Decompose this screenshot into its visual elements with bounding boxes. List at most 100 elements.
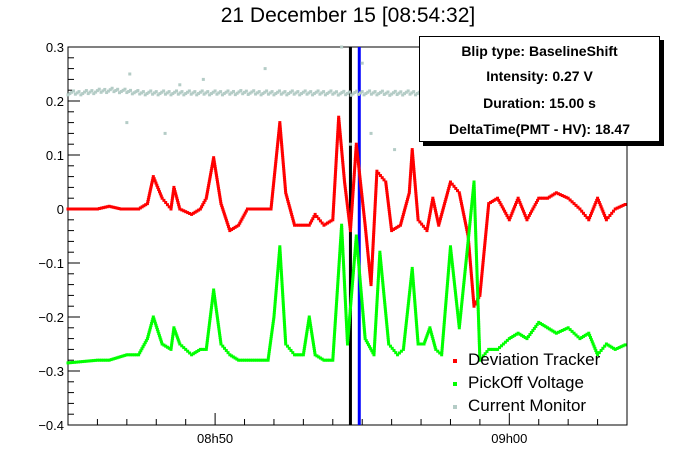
data-point	[272, 179, 276, 183]
data-point	[394, 351, 398, 355]
data-point	[595, 351, 599, 355]
data-point	[471, 289, 475, 293]
data-point	[228, 353, 232, 357]
data-point	[359, 289, 363, 293]
data-point	[343, 291, 347, 295]
data-point	[346, 331, 350, 335]
data-point	[369, 92, 373, 96]
data-point	[290, 89, 294, 93]
data-point	[267, 352, 271, 356]
data-point	[334, 312, 338, 316]
data-point	[288, 208, 292, 212]
data-point	[342, 278, 346, 282]
data-point	[207, 179, 211, 183]
data-point	[123, 87, 127, 91]
data-point	[527, 213, 531, 217]
data-point	[411, 159, 415, 163]
data-point	[311, 338, 315, 342]
data-point	[348, 312, 352, 316]
data-point	[601, 209, 605, 213]
data-point	[449, 247, 453, 251]
data-point	[272, 181, 276, 185]
data-point	[250, 358, 254, 362]
data-point	[216, 182, 220, 186]
data-point	[349, 222, 353, 226]
data-point	[334, 308, 338, 312]
data-point	[381, 283, 385, 287]
data-point	[349, 297, 353, 301]
data-point	[345, 329, 349, 333]
data-point	[405, 199, 409, 203]
data-point	[320, 91, 324, 95]
data-point	[373, 211, 377, 215]
data-point	[213, 167, 217, 171]
data-point	[386, 201, 390, 205]
data-point	[205, 341, 209, 345]
data-point	[216, 320, 220, 324]
data-point	[415, 327, 419, 331]
data-point	[344, 307, 348, 311]
data-point	[473, 206, 477, 210]
data-point	[375, 300, 379, 304]
data-point	[157, 334, 161, 338]
data-point	[554, 331, 558, 335]
data-point	[466, 239, 470, 243]
data-point	[174, 192, 178, 196]
data-point	[237, 90, 241, 94]
data-point	[233, 93, 237, 97]
data-point	[373, 331, 377, 335]
data-point	[290, 212, 294, 216]
data-point	[345, 201, 349, 205]
data-point	[474, 237, 478, 241]
data-point	[469, 206, 473, 210]
data-point	[556, 330, 560, 334]
data-point	[195, 93, 199, 97]
data-point	[375, 294, 379, 298]
data-point	[239, 219, 243, 223]
data-point	[595, 198, 599, 202]
data-point	[501, 207, 505, 211]
data-point	[273, 164, 277, 168]
data-point	[570, 329, 574, 333]
y-tick-label: 0.1	[46, 148, 64, 163]
data-point	[353, 245, 357, 249]
data-point	[206, 336, 210, 340]
data-point	[344, 311, 348, 315]
data-point	[372, 222, 376, 226]
data-point	[346, 333, 350, 337]
data-point	[170, 341, 174, 345]
data-point	[306, 326, 310, 329]
data-point	[410, 150, 414, 154]
data-point	[440, 210, 444, 214]
data-point	[353, 91, 357, 95]
x-tick-label: 09h00	[491, 431, 527, 446]
data-point	[377, 261, 381, 265]
data-point	[208, 314, 212, 318]
data-point	[610, 345, 614, 349]
data-point	[172, 185, 176, 189]
data-point	[405, 315, 409, 319]
data-point	[241, 92, 245, 96]
data-point	[171, 332, 175, 336]
data-point	[248, 91, 252, 95]
data-point	[463, 219, 467, 223]
data-point	[386, 335, 390, 339]
data-point	[358, 280, 362, 284]
data-point	[180, 90, 184, 94]
data-point	[156, 185, 160, 189]
data-point	[602, 211, 606, 215]
data-point	[352, 269, 356, 273]
data-point	[334, 161, 338, 165]
data-point	[451, 265, 455, 269]
data-point	[111, 357, 115, 361]
data-point	[248, 358, 252, 362]
data-point	[461, 291, 465, 295]
data-point	[274, 286, 278, 290]
data-point	[275, 276, 279, 280]
data-point	[514, 201, 518, 205]
data-point	[254, 358, 258, 362]
data-point	[482, 250, 486, 254]
data-point	[221, 344, 225, 348]
data-point	[198, 207, 202, 211]
data-point	[206, 332, 210, 336]
